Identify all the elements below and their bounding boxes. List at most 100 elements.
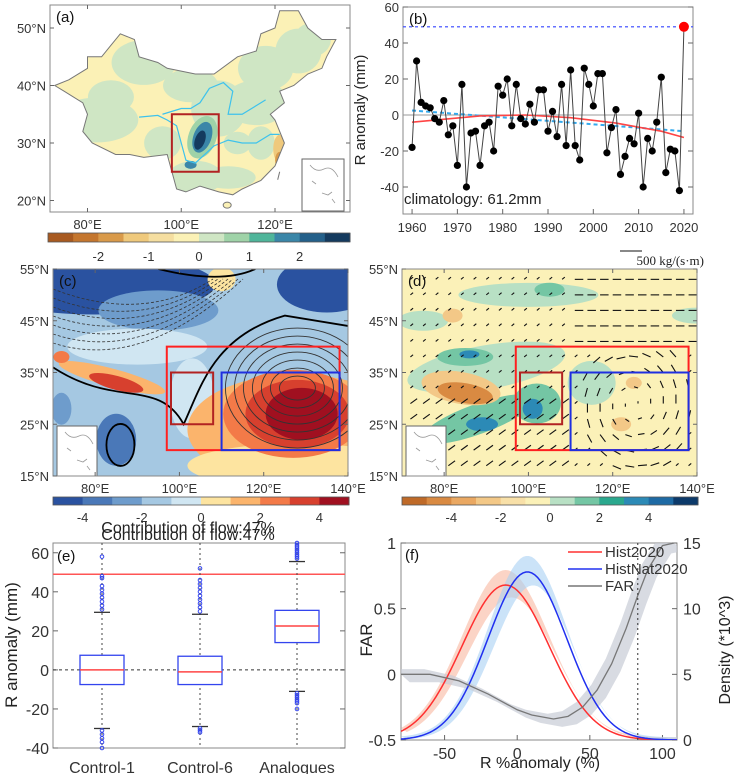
panel-d-label: (d) bbox=[408, 273, 426, 290]
panel-f-xlabel: R %anomaly (%) bbox=[480, 755, 600, 772]
panel-d-colorbar: -4 -2 0 2 4 bbox=[401, 496, 699, 525]
data-point bbox=[499, 91, 507, 99]
moisture-flux-vector bbox=[561, 338, 566, 342]
outlier-point bbox=[294, 706, 300, 712]
moisture-flux-vector bbox=[410, 413, 418, 420]
moisture-flux-vector bbox=[448, 307, 452, 311]
panel-d-axes: 55°N 45°N 35°N 25°N 15°N 80°E 100°E 120°E 140°E bbox=[369, 262, 715, 496]
y-tick-label: 20 bbox=[385, 72, 399, 87]
colorbar-swatch bbox=[451, 497, 477, 505]
moisture-flux-vector bbox=[448, 276, 452, 280]
moisture-flux-vector bbox=[485, 292, 490, 296]
panel-d-map bbox=[401, 250, 698, 477]
south-china-sea-inset bbox=[301, 158, 345, 212]
moisture-flux-vector bbox=[498, 323, 502, 327]
colorbar-swatch bbox=[82, 497, 113, 505]
data-point bbox=[412, 57, 421, 65]
y-tick-label: 20 bbox=[31, 624, 49, 641]
moisture-flux-vector bbox=[460, 369, 465, 373]
moisture-flux-vector bbox=[587, 354, 591, 358]
dry-anomaly-patch bbox=[611, 417, 632, 432]
lat-tick-label: 55°N bbox=[369, 262, 398, 277]
data-point bbox=[508, 122, 516, 130]
moisture-flux-vector bbox=[422, 369, 427, 373]
panel-f-label: (f) bbox=[405, 547, 419, 564]
y-tick-label: 0.5 bbox=[374, 602, 396, 619]
moisture-flux-vector bbox=[523, 338, 528, 342]
data-point bbox=[675, 187, 684, 195]
data-point bbox=[517, 115, 525, 123]
outlier-point bbox=[99, 739, 105, 745]
moisture-flux-vector bbox=[410, 307, 414, 311]
lon-tick-label: 100°E bbox=[162, 481, 198, 496]
moisture-flux-vector bbox=[523, 413, 532, 420]
lon-tick-label: 80°E bbox=[73, 217, 102, 232]
colorbar-frame bbox=[401, 496, 699, 506]
moisture-flux-vector bbox=[473, 429, 481, 436]
colorbar-swatch bbox=[574, 497, 600, 505]
moisture-flux-vector bbox=[549, 307, 553, 311]
colorbar-swatch bbox=[599, 497, 625, 505]
moisture-flux-vector bbox=[523, 429, 532, 436]
outlier-point bbox=[99, 554, 105, 559]
y-tick-label: 0 bbox=[387, 667, 396, 684]
negative-anomaly-patch bbox=[276, 269, 348, 313]
moisture-flux-vector bbox=[549, 354, 553, 358]
moisture-flux-vector bbox=[435, 292, 439, 296]
lat-tick-label: 45°N bbox=[20, 314, 49, 329]
dry-anomaly-patch bbox=[442, 308, 463, 323]
river bbox=[139, 114, 280, 164]
outlier-point bbox=[99, 583, 105, 589]
moisture-flux-vector bbox=[549, 276, 553, 280]
wet-anomaly-patch bbox=[672, 307, 697, 324]
colorbar-swatch bbox=[289, 497, 320, 505]
lon-tick-label: 140°E bbox=[330, 481, 366, 496]
outlier-point bbox=[197, 730, 203, 735]
region-box bbox=[569, 371, 690, 452]
moisture-flux-vector bbox=[536, 338, 540, 342]
moisture-flux-vector bbox=[662, 411, 667, 420]
panel-e-title: Contribution of flow:47% bbox=[101, 527, 274, 544]
data-point bbox=[662, 169, 670, 177]
moisture-flux-vector bbox=[511, 323, 515, 327]
data-point bbox=[657, 73, 665, 81]
panel-c-map bbox=[52, 268, 349, 477]
moisture-flux-vector bbox=[669, 349, 677, 358]
lat-tick-label: 35°N bbox=[369, 366, 398, 381]
x-tick-label: 0 bbox=[513, 746, 522, 763]
panel-b-plot: -40 -20 0 20 40 60 1960 1970 1980 1990 2000 2010 202… bbox=[380, 0, 698, 235]
moisture-flux-vector bbox=[642, 352, 651, 358]
moisture-flux-vector bbox=[536, 413, 544, 420]
data-point bbox=[653, 118, 661, 126]
colorbar-swatch bbox=[624, 497, 650, 505]
moisture-flux-vector bbox=[612, 465, 622, 470]
moisture-flux-vector bbox=[485, 307, 490, 311]
moisture-flux-vector bbox=[672, 379, 677, 389]
geopotential-contour-negative bbox=[53, 278, 244, 351]
moisture-flux-vector bbox=[511, 338, 515, 342]
moisture-flux-vector bbox=[410, 369, 414, 373]
moisture-flux-vector bbox=[498, 276, 502, 280]
lon-tick-label: 120°E bbox=[257, 217, 293, 232]
inset-coastline bbox=[413, 431, 443, 471]
moisture-flux-vector bbox=[448, 354, 452, 358]
data-point bbox=[444, 131, 452, 139]
moisture-flux-vector bbox=[604, 356, 613, 362]
moisture-flux-vector bbox=[460, 307, 465, 311]
moisture-flux-vector bbox=[584, 387, 588, 397]
moisture-flux-vector bbox=[485, 276, 490, 280]
moisture-flux-vector bbox=[587, 463, 591, 467]
moisture-flux-vector bbox=[549, 385, 553, 389]
wet-anomaly-patch bbox=[167, 160, 223, 195]
moisture-flux-vector bbox=[485, 460, 494, 467]
moisture-flux-vector bbox=[473, 354, 477, 358]
colorbar-swatch bbox=[402, 497, 428, 505]
wet-anomaly-patch bbox=[223, 131, 252, 155]
south-china-sea-inset bbox=[405, 425, 447, 477]
positive-anomaly-core bbox=[265, 387, 338, 440]
lat-tick-label: 20°N bbox=[17, 194, 46, 209]
lon-tick-label: 120°E bbox=[595, 481, 631, 496]
colorbar-frame bbox=[52, 496, 350, 506]
data-point bbox=[567, 66, 575, 74]
